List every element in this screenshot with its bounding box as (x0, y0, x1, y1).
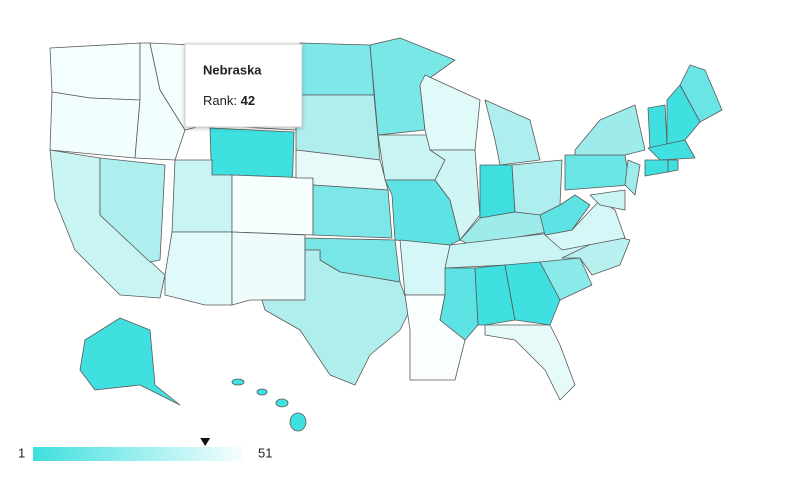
state[interactable] (574, 104, 646, 156)
legend-max: 51 (258, 445, 272, 460)
legend-gradient (33, 447, 243, 461)
state[interactable] (275, 398, 289, 408)
state[interactable] (644, 159, 669, 177)
states (49, 37, 723, 432)
state[interactable] (49, 91, 141, 159)
state[interactable] (289, 412, 307, 432)
state[interactable] (399, 239, 451, 296)
state[interactable] (99, 157, 166, 263)
state[interactable] (667, 159, 679, 173)
state[interactable] (261, 249, 411, 386)
state[interactable] (511, 159, 563, 216)
state[interactable] (79, 317, 181, 406)
state[interactable] (624, 159, 641, 196)
tooltip-value: Rank: 42 (203, 93, 255, 108)
state[interactable] (231, 378, 245, 386)
tooltip-box (184, 43, 303, 128)
state[interactable] (312, 184, 393, 239)
state[interactable] (295, 42, 375, 96)
legend-marker (200, 438, 211, 446)
state[interactable] (479, 164, 516, 219)
state[interactable] (256, 388, 268, 396)
state[interactable] (589, 189, 626, 211)
state[interactable] (647, 139, 696, 161)
state[interactable] (539, 194, 591, 236)
state[interactable] (504, 261, 561, 326)
state[interactable] (647, 104, 668, 149)
state[interactable] (231, 231, 306, 306)
tooltip-title: Nebraska (203, 62, 262, 77)
legend-min: 1 (18, 445, 25, 460)
state[interactable] (539, 257, 593, 301)
state[interactable] (474, 264, 516, 326)
state[interactable] (231, 174, 314, 236)
tooltip-number: 42 (241, 93, 255, 108)
state[interactable] (666, 84, 701, 146)
state[interactable] (164, 231, 233, 306)
state[interactable] (429, 149, 481, 241)
state[interactable] (484, 99, 541, 166)
state[interactable] (484, 324, 576, 401)
state[interactable] (419, 74, 481, 151)
tooltip: Nebraska Rank: 42 (184, 43, 303, 128)
state[interactable] (295, 94, 381, 161)
state[interactable] (49, 42, 141, 101)
tooltip-label: Rank: (203, 93, 237, 108)
state[interactable] (564, 154, 631, 191)
legend: 1 51 (18, 438, 272, 461)
